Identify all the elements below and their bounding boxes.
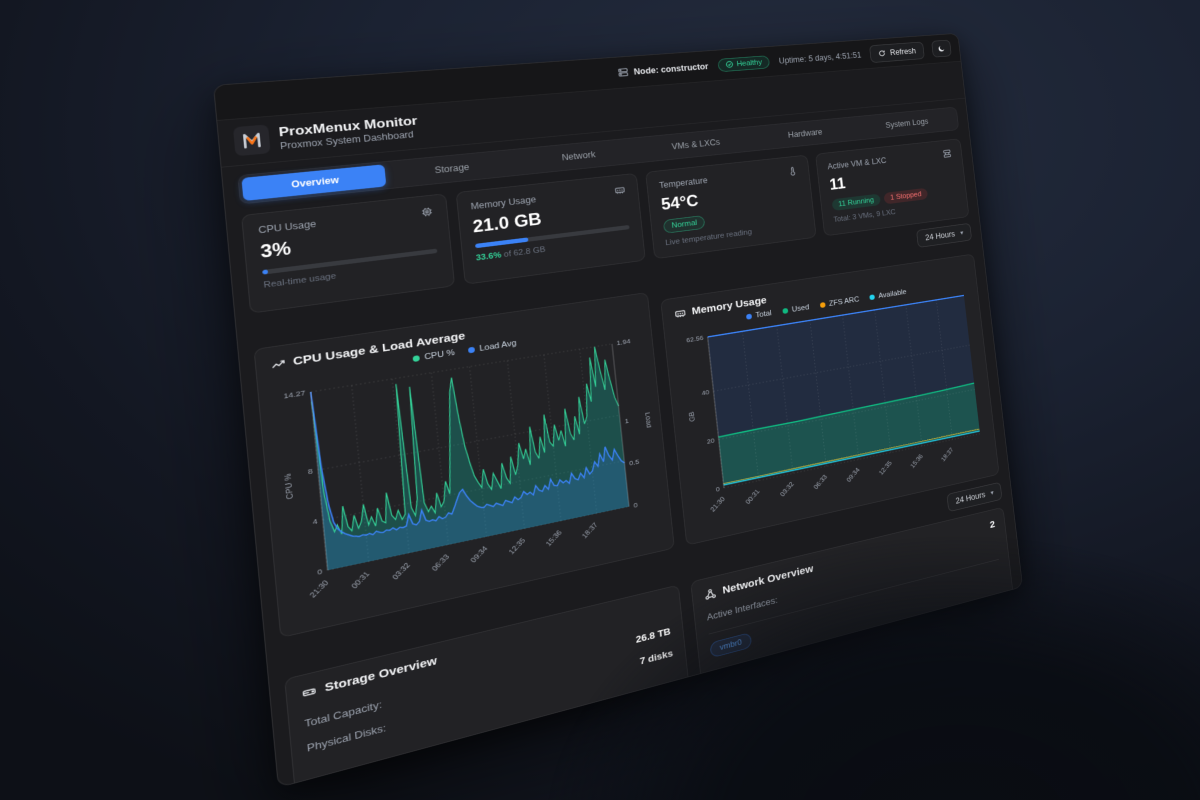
- uptime-text: Uptime: 5 days, 4:51:51: [778, 50, 862, 66]
- vm-stopped-badge: 1 Stopped: [883, 187, 929, 205]
- refresh-icon: [878, 49, 886, 57]
- storage-disks-value: 7 disks: [639, 647, 674, 667]
- svg-text:09:34: 09:34: [469, 544, 490, 564]
- svg-text:62.56: 62.56: [686, 334, 704, 344]
- cpu-usage-card: CPU Usage 3% Real-time usage: [241, 193, 455, 314]
- check-circle-icon: [725, 61, 733, 69]
- memory-caption-total: of 62.8 GB: [500, 245, 546, 260]
- cpu-load-chart-card: CPU Usage & Load Average CPU % Load Avg …: [253, 292, 675, 639]
- svg-text:21:30: 21:30: [308, 578, 331, 599]
- left-column: CPU Usage & Load Average CPU % Load Avg …: [253, 292, 693, 789]
- svg-text:09:34: 09:34: [845, 466, 861, 483]
- svg-text:Load: Load: [644, 411, 654, 428]
- legend-dot: [467, 346, 475, 354]
- temperature-card-title: Temperature: [658, 175, 708, 191]
- svg-text:03:32: 03:32: [390, 561, 412, 581]
- memory-caption-percent: 33.6%: [475, 250, 502, 263]
- svg-text:18:37: 18:37: [940, 446, 955, 463]
- server-icon: [617, 67, 629, 78]
- thermometer-icon: [787, 166, 798, 177]
- svg-text:14.27: 14.27: [283, 388, 306, 400]
- cpu-card-title: CPU Usage: [257, 218, 317, 236]
- app-logo: [232, 124, 271, 157]
- svg-text:0: 0: [633, 501, 638, 510]
- legend-dot: [412, 355, 420, 363]
- server-stack-icon: [942, 149, 952, 159]
- vm-card-title: Active VM & LXC: [827, 155, 887, 172]
- trending-up-icon: [270, 357, 286, 372]
- svg-text:03:32: 03:32: [778, 480, 795, 498]
- svg-text:1.94: 1.94: [616, 337, 631, 347]
- health-label: Healthy: [736, 58, 763, 68]
- svg-text:15:36: 15:36: [909, 452, 925, 469]
- svg-text:00:31: 00:31: [349, 569, 371, 590]
- refresh-label: Refresh: [889, 46, 917, 57]
- temperature-card: Temperature 54°C Normal Live temperature…: [645, 154, 817, 260]
- memory-icon: [614, 185, 626, 197]
- svg-text:40: 40: [701, 388, 710, 397]
- tab-storage[interactable]: Storage: [434, 161, 470, 176]
- svg-text:21:30: 21:30: [709, 495, 727, 513]
- time-range-value: 24 Hours: [924, 229, 956, 243]
- svg-text:00:31: 00:31: [744, 487, 761, 505]
- temperature-status-badge: Normal: [662, 215, 706, 234]
- tab-overview[interactable]: Overview: [241, 164, 387, 201]
- health-badge: Healthy: [717, 54, 771, 72]
- network-overview-card: Network Overview 2 Active Interfaces: vm…: [690, 506, 1016, 701]
- node-label: Node: constructor: [633, 61, 709, 77]
- tab-vms-lxcs[interactable]: VMs & LXCs: [671, 137, 721, 152]
- svg-text:GB: GB: [687, 411, 696, 422]
- time-range-value-2: 24 Hours: [955, 489, 986, 506]
- svg-text:1: 1: [624, 417, 629, 426]
- svg-text:12:35: 12:35: [507, 536, 527, 556]
- dashboard-window: Node: constructor Healthy Uptime: 5 days…: [213, 33, 1023, 789]
- svg-text:0: 0: [317, 567, 323, 577]
- tab-network[interactable]: Network: [561, 149, 596, 163]
- svg-text:06:33: 06:33: [812, 473, 829, 491]
- node-indicator: Node: constructor: [617, 61, 709, 78]
- right-column: Memory Usage Total Used ZFS ARC Availabl…: [659, 245, 1016, 701]
- memory-chart-icon: [674, 307, 687, 320]
- svg-text:4: 4: [312, 516, 318, 526]
- chevron-down-icon: ▾: [959, 229, 964, 237]
- theme-toggle-button[interactable]: [931, 39, 952, 58]
- memory-card-title: Memory Usage: [470, 194, 537, 212]
- legend-dot: [819, 302, 826, 309]
- network-icon: [704, 587, 717, 601]
- vm-running-badge: 11 Running: [831, 193, 881, 212]
- svg-text:0: 0: [715, 485, 720, 494]
- svg-text:18:37: 18:37: [580, 521, 599, 540]
- tab-hardware[interactable]: Hardware: [787, 127, 823, 140]
- hard-drive-icon: [301, 684, 317, 700]
- svg-text:20: 20: [706, 436, 715, 445]
- svg-text:8: 8: [307, 466, 313, 476]
- active-vm-card: Active VM & LXC 11 11 Running 1 Stopped …: [814, 138, 970, 237]
- interface-tag: vmbr0: [709, 632, 752, 659]
- legend-dot: [745, 313, 752, 320]
- legend-dot: [782, 307, 789, 315]
- chevron-down-icon: ▾: [990, 488, 995, 497]
- time-range-dropdown[interactable]: 24 Hours ▾: [916, 222, 973, 248]
- memory-caption: 33.6% of 62.8 GB: [475, 235, 631, 263]
- svg-text:12:35: 12:35: [877, 459, 893, 476]
- moon-icon: [937, 44, 946, 52]
- cpu-icon: [420, 206, 434, 218]
- svg-text:15:36: 15:36: [544, 528, 564, 547]
- network-interfaces-value: 2: [989, 518, 996, 531]
- memory-usage-card: Memory Usage 21.0 GB 33.6% of 62.8 GB: [455, 172, 646, 285]
- legend-dot: [869, 294, 875, 301]
- time-range-dropdown-2[interactable]: 24 Hours ▾: [946, 481, 1003, 513]
- svg-text:CPU %: CPU %: [282, 473, 295, 500]
- svg-text:06:33: 06:33: [430, 552, 451, 572]
- tab-system-logs[interactable]: System Logs: [885, 116, 929, 130]
- refresh-button[interactable]: Refresh: [869, 41, 925, 63]
- svg-text:0.5: 0.5: [629, 457, 640, 467]
